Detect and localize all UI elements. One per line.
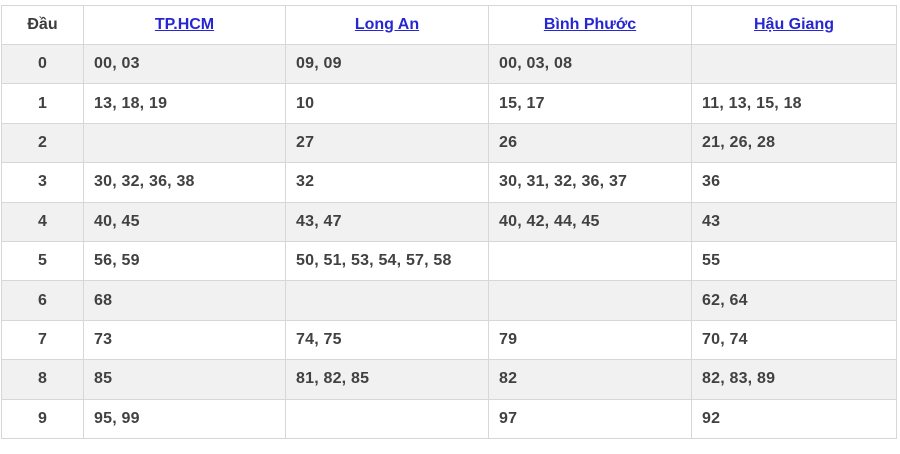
result-cell: 79 — [488, 319, 692, 361]
binh-phuoc-link[interactable]: Bình Phước — [543, 16, 637, 33]
result-cell: 95, 99 — [83, 398, 286, 439]
hau-giang-link[interactable]: Hậu Giang — [753, 16, 834, 33]
table-row: 9 95, 99 97 92 — [1, 398, 897, 439]
result-cell: 21, 26, 28 — [691, 122, 897, 164]
result-cell: 00, 03 — [83, 43, 286, 85]
result-cell: 09, 09 — [285, 43, 489, 85]
column-header-binh-phuoc: Bình Phước — [488, 5, 692, 45]
result-cell: 97 — [488, 398, 692, 439]
digit-cell: 6 — [1, 280, 84, 321]
table-row: 1 13, 18, 19 10 15, 17 11, 13, 15, 18 — [1, 83, 897, 124]
result-cell: 68 — [83, 280, 286, 321]
result-cell: 27 — [285, 122, 489, 164]
column-header-tphcm: TP.HCM — [83, 5, 286, 45]
long-an-link[interactable]: Long An — [354, 16, 420, 33]
result-cell: 13, 18, 19 — [83, 83, 286, 124]
column-header-hau-giang: Hậu Giang — [691, 5, 897, 45]
digit-cell: 1 — [1, 83, 84, 124]
result-cell: 55 — [691, 240, 897, 282]
result-cell: 40, 42, 44, 45 — [488, 201, 692, 242]
result-cell: 82, 83, 89 — [691, 359, 897, 400]
results-table-container: Đầu TP.HCM Long An Bình Phước Hậu Giang … — [1, 5, 897, 439]
result-cell: 10 — [285, 83, 489, 124]
table-row: 4 40, 45 43, 47 40, 42, 44, 45 43 — [1, 201, 897, 242]
header-row: Đầu TP.HCM Long An Bình Phước Hậu Giang — [1, 5, 897, 45]
result-cell: 11, 13, 15, 18 — [691, 83, 897, 124]
result-cell — [83, 122, 286, 164]
result-cell: 81, 82, 85 — [285, 359, 489, 400]
result-cell: 30, 32, 36, 38 — [83, 162, 286, 203]
result-cell: 15, 17 — [488, 83, 692, 124]
result-cell: 40, 45 — [83, 201, 286, 242]
result-cell: 82 — [488, 359, 692, 400]
result-cell: 26 — [488, 122, 692, 164]
table-row: 8 85 81, 82, 85 82 82, 83, 89 — [1, 359, 897, 400]
lottery-head-digit-table: Đầu TP.HCM Long An Bình Phước Hậu Giang … — [1, 5, 897, 439]
table-row: 6 68 62, 64 — [1, 280, 897, 321]
digit-cell: 3 — [1, 162, 84, 203]
result-cell: 32 — [285, 162, 489, 203]
digit-cell: 2 — [1, 122, 84, 164]
table-row: 2 27 26 21, 26, 28 — [1, 122, 897, 164]
tphcm-link[interactable]: TP.HCM — [154, 16, 215, 33]
result-cell: 70, 74 — [691, 319, 897, 361]
column-header-long-an: Long An — [285, 5, 489, 45]
digit-cell: 4 — [1, 201, 84, 242]
table-row: 0 00, 03 09, 09 00, 03, 08 — [1, 43, 897, 85]
result-cell: 85 — [83, 359, 286, 400]
result-cell: 92 — [691, 398, 897, 439]
result-cell: 62, 64 — [691, 280, 897, 321]
result-cell: 43 — [691, 201, 897, 242]
result-cell — [488, 240, 692, 282]
result-cell: 43, 47 — [285, 201, 489, 242]
dau-column-header: Đầu — [1, 5, 84, 45]
digit-cell: 0 — [1, 43, 84, 85]
table-row: 7 73 74, 75 79 70, 74 — [1, 319, 897, 361]
result-cell: 50, 51, 53, 54, 57, 58 — [285, 240, 489, 282]
result-cell — [488, 280, 692, 321]
result-cell: 36 — [691, 162, 897, 203]
digit-cell: 9 — [1, 398, 84, 439]
table-row: 5 56, 59 50, 51, 53, 54, 57, 58 55 — [1, 240, 897, 282]
digit-cell: 8 — [1, 359, 84, 400]
digit-cell: 5 — [1, 240, 84, 282]
digit-cell: 7 — [1, 319, 84, 361]
result-cell — [691, 43, 897, 85]
result-cell — [285, 280, 489, 321]
result-cell: 30, 31, 32, 36, 37 — [488, 162, 692, 203]
result-cell — [285, 398, 489, 439]
result-cell: 00, 03, 08 — [488, 43, 692, 85]
result-cell: 73 — [83, 319, 286, 361]
result-cell: 56, 59 — [83, 240, 286, 282]
table-row: 3 30, 32, 36, 38 32 30, 31, 32, 36, 37 3… — [1, 162, 897, 203]
result-cell: 74, 75 — [285, 319, 489, 361]
